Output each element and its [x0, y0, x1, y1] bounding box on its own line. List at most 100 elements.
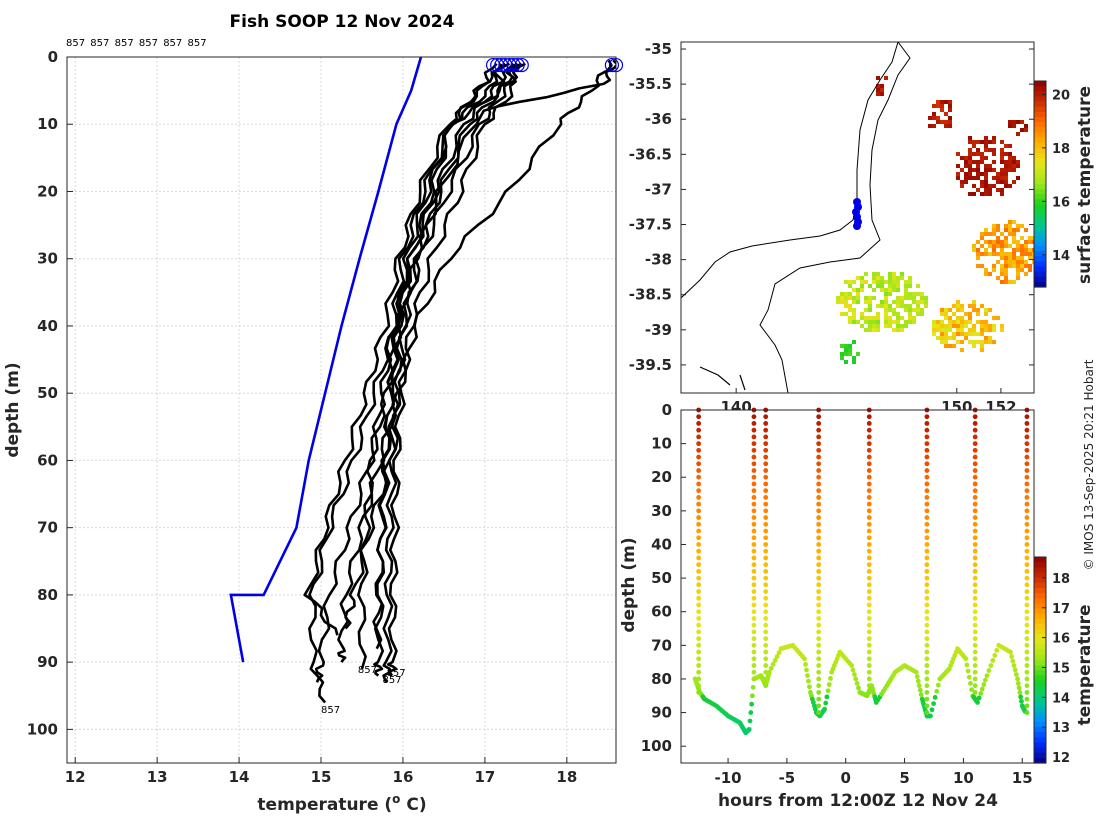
sst-pixel — [1024, 272, 1028, 276]
sst-pixel — [880, 280, 884, 284]
sst-pixel — [976, 176, 980, 180]
section-point — [751, 434, 757, 440]
section-point — [751, 474, 757, 480]
sst-pixel — [852, 308, 856, 312]
sst-pixel — [1000, 256, 1004, 260]
section-point — [751, 447, 757, 453]
section-point — [1024, 528, 1030, 534]
section-point — [751, 562, 757, 568]
colorbar-swatch — [1034, 685, 1046, 692]
sst-pixel — [956, 328, 960, 332]
colorbar-swatch — [1034, 603, 1046, 610]
colorbar-tick-label: 17 — [1052, 602, 1070, 617]
section-point — [866, 434, 872, 440]
colorbar-swatch — [1034, 225, 1046, 231]
sst-pixel — [1032, 256, 1034, 260]
sst-pixel — [876, 276, 880, 280]
section-point — [972, 676, 978, 682]
sst-pixel — [884, 76, 888, 80]
sst-pixel — [968, 156, 972, 160]
section-point — [924, 703, 930, 709]
section-y-tick-label: 10 — [651, 435, 672, 453]
colorbar-swatch — [1034, 240, 1046, 247]
section-point — [816, 468, 822, 473]
sst-pixel — [868, 324, 872, 328]
section-point — [914, 674, 920, 680]
sst-pixel — [888, 324, 892, 328]
sst-pixel — [968, 320, 972, 324]
section-point — [972, 683, 978, 689]
colorbar-swatch — [1034, 158, 1046, 164]
section-point — [751, 495, 757, 500]
colorbar-swatch — [1034, 178, 1046, 185]
colorbar-swatch — [1034, 711, 1046, 718]
section-point — [972, 488, 978, 494]
section-point — [866, 602, 872, 608]
section-point — [972, 441, 978, 447]
section-point — [696, 616, 702, 621]
sst-pixel — [840, 300, 844, 304]
sst-pixel — [976, 172, 980, 176]
profile-axis-ticks: 12 13 14 15 16 17 18 0 10 20 30 40 50 60 70 80 90 100 — [27, 48, 578, 786]
section-point — [1008, 649, 1013, 655]
sst-pixel — [1008, 252, 1012, 256]
sst-pixel — [1012, 164, 1016, 168]
section-point — [763, 669, 769, 675]
sst-pixel — [1012, 220, 1016, 224]
sst-pixel — [1020, 260, 1024, 264]
section-point — [972, 568, 978, 574]
sst-pixel — [892, 328, 896, 332]
sst-pixel — [984, 228, 988, 232]
section-point — [825, 688, 831, 694]
section-point — [856, 685, 861, 691]
section-point — [826, 682, 832, 687]
colorbar-frame — [1033, 80, 1047, 288]
sst-pixel — [968, 316, 972, 320]
colorbar-swatch — [1034, 680, 1046, 687]
section-point — [816, 676, 822, 682]
section-point — [816, 414, 822, 420]
sst-pixel — [908, 316, 912, 320]
sst-pixel — [1028, 248, 1032, 252]
section-point — [816, 481, 822, 487]
section-point — [972, 481, 978, 487]
section-point — [1024, 501, 1030, 507]
profile-line — [337, 59, 613, 663]
sst-pixel — [980, 252, 984, 256]
sst-pixel — [916, 284, 920, 288]
section-point — [696, 434, 702, 440]
sst-pixel — [876, 76, 880, 80]
section-point — [816, 663, 822, 668]
sst-pixel — [856, 352, 860, 356]
sst-pixel — [968, 164, 972, 168]
sst-pixel — [1004, 244, 1008, 248]
sst-pixel — [992, 160, 996, 164]
sst-pixel — [980, 152, 984, 156]
section-point — [816, 501, 822, 507]
section-point — [964, 662, 970, 668]
sst-pixel — [996, 172, 1000, 176]
profile-id-label: 857 — [139, 38, 158, 49]
section-point — [972, 468, 978, 473]
section-point — [924, 568, 930, 574]
colorbar-swatch — [1034, 737, 1046, 743]
sst-pixel — [1016, 256, 1020, 260]
sst-pixel — [960, 324, 964, 328]
sst-pixel — [984, 136, 988, 140]
sst-pixel — [844, 304, 848, 308]
section-point — [763, 528, 769, 534]
map-y-tick-label: -37 — [645, 180, 672, 198]
sst-pixel — [992, 316, 996, 320]
section-point — [866, 663, 872, 668]
sst-pixel — [972, 152, 976, 156]
sst-pixel — [996, 276, 1000, 280]
sst-pixel — [876, 312, 880, 316]
section-point — [696, 636, 702, 642]
section-point — [972, 548, 978, 554]
section-point — [751, 535, 757, 541]
section-point — [822, 706, 827, 712]
section-point — [763, 421, 769, 426]
sst-pixel — [972, 184, 976, 188]
section-point — [763, 656, 769, 662]
section-point — [924, 642, 930, 648]
